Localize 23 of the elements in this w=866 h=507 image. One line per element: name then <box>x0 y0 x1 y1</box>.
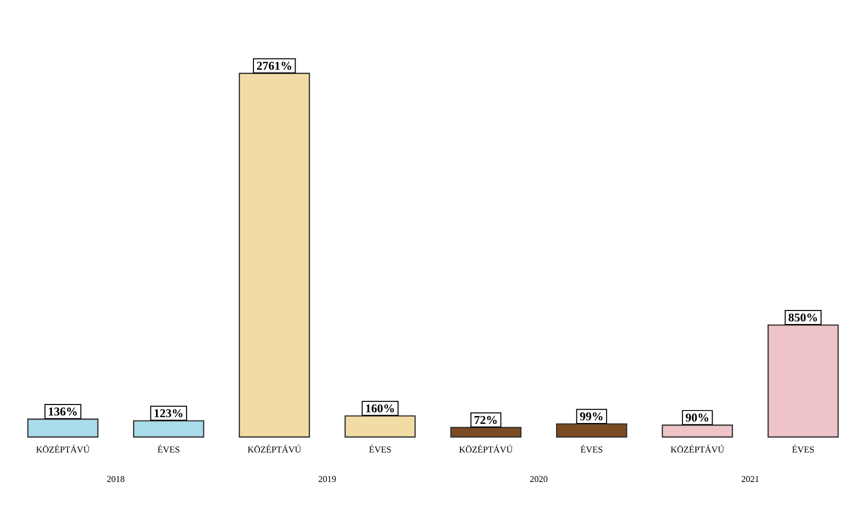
data-label: 72% <box>474 416 497 424</box>
x-tick-label: ÉVES <box>792 444 814 453</box>
data-label: 136% <box>48 407 77 416</box>
data-label: 160% <box>366 404 394 412</box>
x-tick-label: KÖZÉPTÁVÚ <box>670 444 724 453</box>
x-tick-label: ÉVES <box>580 444 602 453</box>
text: 2021 <box>742 476 759 482</box>
x-tick-label: KÖZÉPTÁVÚ <box>248 444 302 453</box>
x-tick-label: ÉVES <box>369 444 391 453</box>
text: 2019 <box>318 476 336 482</box>
text: 2020 <box>530 476 548 482</box>
data-label: 850% <box>788 313 817 322</box>
data-label: 2761% <box>256 62 292 70</box>
bar <box>662 424 733 438</box>
bar <box>556 423 628 438</box>
data-label: 123% <box>154 409 182 418</box>
data-label: 99% <box>580 412 602 420</box>
data-label: 90% <box>686 414 708 422</box>
x-tick-label: KÖZÉPTÁVÚ <box>36 444 90 453</box>
x-tick-label: KÖZÉPTÁVÚ <box>459 444 513 453</box>
text: 2018 <box>107 476 124 482</box>
x-tick-label: ÉVES <box>158 444 180 453</box>
bar <box>450 426 522 438</box>
